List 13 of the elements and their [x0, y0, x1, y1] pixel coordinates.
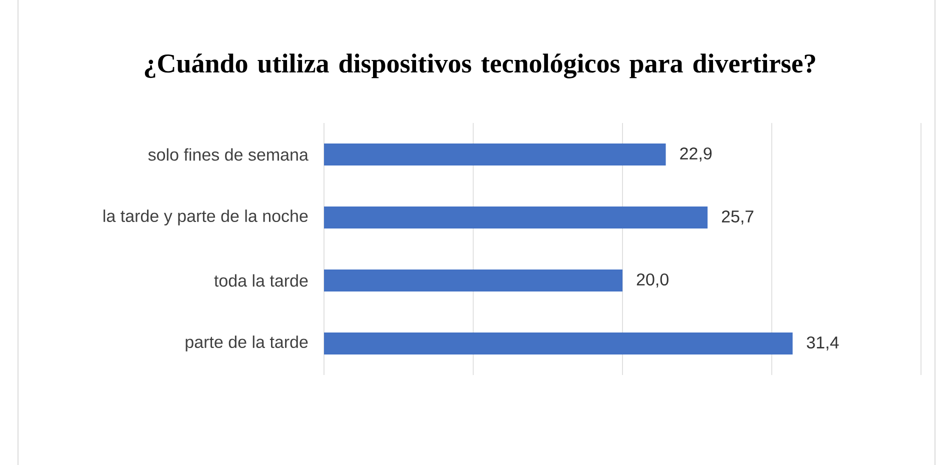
- data-label: 22,9: [680, 147, 712, 162]
- bar: [324, 332, 793, 354]
- chart-title: ¿Cuándo utiliza dispositivos tecnológicos para divertirse?: [144, 54, 816, 78]
- bar: [324, 206, 708, 228]
- bar: [324, 269, 622, 292]
- y-tick-label: la tarde y parte de la noche: [104, 210, 308, 226]
- y-tick-label: toda la tarde: [214, 274, 308, 287]
- data-label: 25,7: [722, 210, 754, 225]
- y-tick-label: parte de la tarde: [186, 336, 308, 352]
- data-label: 20,0: [636, 273, 668, 288]
- data-label: 31,4: [806, 336, 839, 351]
- y-tick-label: solo fines de semana: [148, 148, 308, 161]
- bar: [324, 143, 666, 166]
